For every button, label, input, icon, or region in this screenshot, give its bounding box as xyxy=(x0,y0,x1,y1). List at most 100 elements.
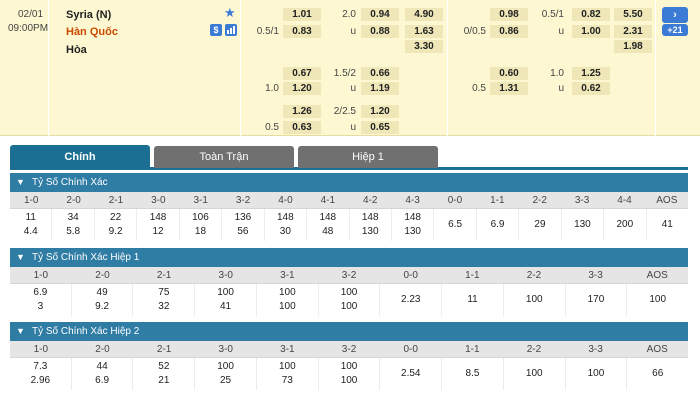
score-odds-cell[interactable]: 6.9 xyxy=(477,209,520,241)
score-odds-cell[interactable]: 136 56 xyxy=(222,209,265,241)
score-odds-cell[interactable]: 2.23 xyxy=(380,284,443,316)
section-header[interactable]: ▼ Tỷ Số Chính Xác Hiệp 2 xyxy=(10,322,688,341)
score-odds-cell[interactable]: 6.9 3 xyxy=(10,284,72,316)
ou-line: 1.0 xyxy=(550,68,564,79)
odds-over[interactable]: 0.66 xyxy=(361,67,399,80)
score-odds-cell[interactable]: 34 5.8 xyxy=(52,209,95,241)
score-odds-cell[interactable]: 148 130 xyxy=(350,209,392,241)
odds-under[interactable]: 1.00 xyxy=(572,25,610,38)
odds-under[interactable]: 1.19 xyxy=(361,82,399,95)
odds-value-secondary: 12 xyxy=(152,226,164,237)
odds-1x2-draw[interactable]: 3.30 xyxy=(405,40,443,53)
expand-button[interactable]: › xyxy=(662,7,688,23)
score-odds-cell[interactable]: 170 xyxy=(566,284,628,316)
score-header: 3-1 xyxy=(280,270,295,281)
score-odds-cell[interactable]: 75 32 xyxy=(133,284,196,316)
score-odds-cell[interactable]: 100 73 xyxy=(257,358,319,390)
score-odds-cell[interactable]: 7.3 2.96 xyxy=(10,358,72,390)
score-odds-cell[interactable]: 11 xyxy=(442,284,504,316)
score-odds-cell[interactable]: 106 18 xyxy=(180,209,223,241)
score-odds-cell[interactable]: 100 100 xyxy=(319,358,381,390)
odds-value: 100 xyxy=(525,294,543,305)
odds-value: 52 xyxy=(158,361,170,372)
odds-1x2-away[interactable]: 1.63 xyxy=(405,25,443,38)
score-odds-cell[interactable]: 148 130 xyxy=(392,209,435,241)
score-odds-cell[interactable]: 100 xyxy=(627,284,688,316)
score-header: 3-0 xyxy=(151,195,166,206)
odds-handicap-home[interactable]: 0.98 xyxy=(490,8,528,21)
section-header[interactable]: ▼ Tỷ Số Chính Xác Hiệp 1 xyxy=(10,248,688,267)
score-odds-cell[interactable]: 200 xyxy=(604,209,647,241)
score-header: AOS xyxy=(646,270,668,281)
odds-value-secondary: 4.4 xyxy=(23,226,38,237)
score-odds-cell[interactable]: 22 9.2 xyxy=(95,209,138,241)
odds-value: 106 xyxy=(192,212,209,223)
chart-icon[interactable] xyxy=(225,24,237,36)
score-odds-cell[interactable]: 100 41 xyxy=(195,284,257,316)
odds-value: 2.23 xyxy=(401,294,421,305)
odds-1x2-home[interactable]: 4.90 xyxy=(405,8,443,21)
score-odds-cell[interactable]: 66 xyxy=(627,358,688,390)
score-odds-cell[interactable]: 148 48 xyxy=(307,209,350,241)
away-team[interactable]: Hàn Quốc xyxy=(66,26,118,38)
score-header: 4-4 xyxy=(617,195,632,206)
score-odds-cell[interactable]: 100 xyxy=(504,284,566,316)
score-odds-cell[interactable]: 8.5 xyxy=(442,358,504,390)
odds-handicap-away[interactable]: 1.20 xyxy=(283,82,321,95)
score-odds-cell[interactable]: 44 6.9 xyxy=(72,358,134,390)
odds-handicap-home[interactable]: 1.26 xyxy=(283,105,321,118)
score-odds-cell[interactable]: 148 30 xyxy=(265,209,308,241)
odds-under[interactable]: 0.65 xyxy=(361,121,399,134)
score-odds-cell[interactable]: 100 xyxy=(566,358,628,390)
odds-value-secondary: 9.2 xyxy=(108,226,123,237)
score-odds-cell[interactable]: 130 xyxy=(562,209,605,241)
odds-over[interactable]: 1.20 xyxy=(361,105,399,118)
section-header[interactable]: ▼ Tỷ Số Chính Xác xyxy=(10,173,688,192)
odds-value: 130 xyxy=(574,219,591,230)
home-team[interactable]: Syria (N) xyxy=(66,9,112,21)
score-odds-cell[interactable]: 6.5 xyxy=(434,209,477,241)
score-header: 0-0 xyxy=(403,270,418,281)
money-icon[interactable]: $ xyxy=(210,24,222,36)
score-odds-cell[interactable]: 49 9.2 xyxy=(72,284,134,316)
odds-over[interactable]: 0.94 xyxy=(361,8,399,21)
odds-1x2-home[interactable]: 5.50 xyxy=(614,8,652,21)
odds-1x2-away[interactable]: 2.31 xyxy=(614,25,652,38)
score-header: 2-0 xyxy=(95,270,110,281)
odds-1x2-draw[interactable]: 1.98 xyxy=(614,40,652,53)
odds-handicap-away[interactable]: 0.86 xyxy=(490,25,528,38)
score-odds-cell[interactable]: 2.54 xyxy=(380,358,443,390)
more-odds-button[interactable]: +21 xyxy=(662,24,688,36)
odds-handicap-home[interactable]: 0.67 xyxy=(283,67,321,80)
odds-value-secondary: 6.9 xyxy=(95,375,110,386)
score-header: 0-0 xyxy=(403,344,418,355)
tab-main[interactable]: Chính xyxy=(10,145,150,169)
score-odds-cell[interactable]: 11 4.4 xyxy=(10,209,53,241)
odds-handicap-away[interactable]: 1.31 xyxy=(490,82,528,95)
score-odds-cell[interactable]: 41 xyxy=(647,209,688,241)
odds-value: 7.3 xyxy=(33,361,48,372)
tab-first-half[interactable]: Hiệp 1 xyxy=(298,146,438,168)
odds-handicap-away[interactable]: 0.83 xyxy=(283,25,321,38)
tab-fulltime[interactable]: Toàn Trận xyxy=(154,146,294,168)
odds-value: 100 xyxy=(340,287,358,298)
score-odds-cell[interactable]: 100 100 xyxy=(257,284,319,316)
score-odds-cell[interactable]: 148 12 xyxy=(137,209,180,241)
draw-label: Hòa xyxy=(66,44,87,56)
score-odds-cell[interactable]: 100 25 xyxy=(195,358,257,390)
odds-value: 66 xyxy=(652,368,664,379)
score-odds-cell[interactable]: 100 100 xyxy=(319,284,381,316)
score-header: 2-1 xyxy=(108,195,124,206)
score-odds-cell[interactable]: 52 21 xyxy=(133,358,196,390)
score-odds-cell[interactable]: 29 xyxy=(519,209,562,241)
odds-handicap-home[interactable]: 0.60 xyxy=(490,67,528,80)
caret-down-icon: ▼ xyxy=(16,252,25,262)
odds-handicap-away[interactable]: 0.63 xyxy=(283,121,321,134)
odds-under[interactable]: 0.62 xyxy=(572,82,610,95)
star-icon[interactable]: ★ xyxy=(224,5,236,20)
odds-over[interactable]: 0.82 xyxy=(572,8,610,21)
score-odds-cell[interactable]: 100 xyxy=(504,358,566,390)
odds-under[interactable]: 0.88 xyxy=(361,25,399,38)
odds-over[interactable]: 1.25 xyxy=(572,67,610,80)
odds-handicap-home[interactable]: 1.01 xyxy=(283,8,321,21)
